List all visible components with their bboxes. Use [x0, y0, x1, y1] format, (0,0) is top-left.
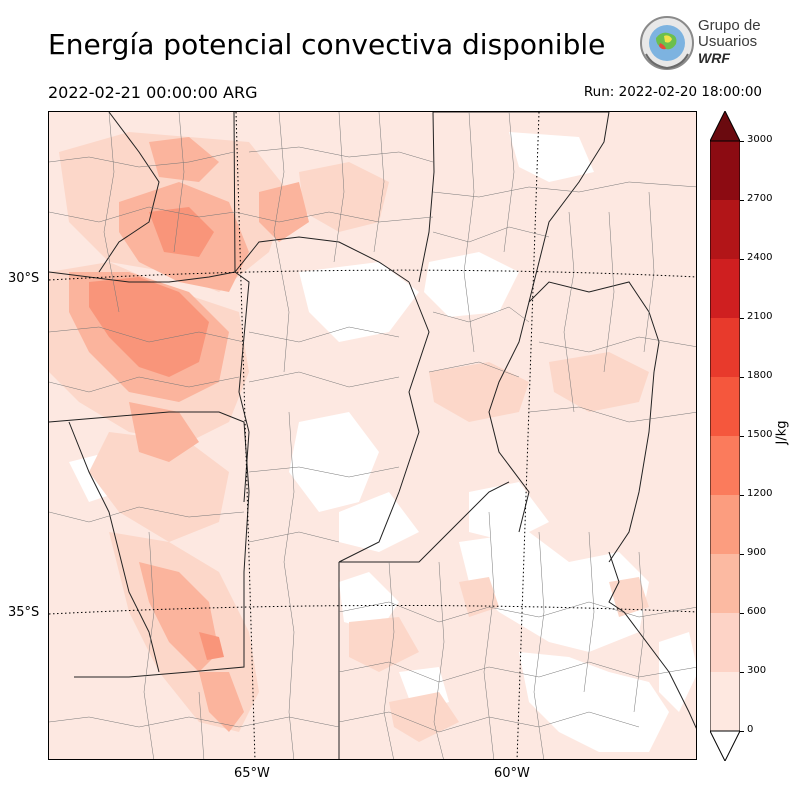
logo-line-1: Grupo de — [698, 17, 761, 34]
logo-line-2: Usuarios — [698, 33, 758, 50]
parallel-30s — [49, 269, 696, 281]
colorbar-tick-mark — [740, 731, 744, 732]
valid-time: 2022-02-21 00:00:00 ARG — [48, 83, 258, 102]
colorbar-tick-label: 300 — [747, 665, 767, 676]
meridian-65w — [235, 112, 256, 759]
colorbar-lower-arrow — [710, 730, 740, 761]
colorbar-segment — [710, 200, 740, 259]
colorbar-upper-arrow — [710, 111, 740, 142]
cape-map — [49, 112, 696, 759]
colorbar-tick-label: 900 — [747, 547, 767, 558]
colorbar-tick-label: 600 — [747, 606, 767, 617]
colorbar-tick-label: 1500 — [747, 429, 773, 440]
lat-label-35s: 35°S — [8, 605, 40, 620]
chart-title: Energía potencial convectiva disponible — [48, 28, 606, 61]
colorbar-segment — [710, 436, 740, 495]
graticule — [49, 112, 696, 759]
colorbar-tick-label: 2100 — [747, 311, 773, 322]
colorbar-segment — [710, 613, 740, 672]
parallel-35s — [49, 604, 696, 615]
grupo-usuarios-wrf-logo: Grupo de Usuarios WRF — [638, 14, 762, 76]
colorbar-tick-mark — [740, 613, 744, 614]
colorbar-tick-label: 2400 — [747, 252, 773, 263]
map-panel — [48, 111, 697, 760]
colorbar — [710, 111, 740, 761]
colorbar-tick-label: 2700 — [747, 193, 773, 204]
colorbar-tick-label: 1200 — [747, 488, 773, 499]
colorbar-tick-mark — [740, 259, 744, 260]
colorbar-tick-mark — [740, 318, 744, 319]
lon-label-65w: 65°W — [234, 766, 270, 781]
colorbar-segment — [710, 318, 740, 377]
colorbar-segment — [710, 377, 740, 436]
colorbar-tick-label: 3000 — [747, 134, 773, 145]
colorbar-tick-mark — [740, 200, 744, 201]
colorbar-tick-mark — [740, 377, 744, 378]
colorbar-tick-mark — [740, 141, 744, 142]
meridian-60w — [516, 112, 540, 759]
colorbar-tick-mark — [740, 554, 744, 555]
logo-line-3: WRF — [698, 50, 730, 66]
colorbar-unit-label: J/kg — [774, 420, 790, 445]
colorbar-segment — [710, 259, 740, 318]
wrf-globe-icon — [640, 16, 694, 70]
colorbar-outline — [710, 140, 740, 732]
lat-label-30s: 30°S — [8, 271, 40, 286]
strong-areas — [89, 207, 224, 660]
lon-label-60w: 60°W — [494, 766, 530, 781]
colorbar-tick-mark — [740, 495, 744, 496]
colorbar-segment — [710, 672, 740, 731]
province-boundaries — [49, 112, 660, 759]
colorbar-segment — [710, 495, 740, 554]
colorbar-tick-mark — [740, 672, 744, 673]
colorbar-tick-label: 0 — [747, 724, 754, 735]
coastline — [608, 551, 696, 729]
colorbar-segment — [710, 554, 740, 613]
colorbar-tick-label: 1800 — [747, 370, 773, 381]
run-time: Run: 2022-02-20 18:00:00 — [583, 84, 762, 100]
colorbar-segment — [710, 141, 740, 200]
colorbar-tick-mark — [740, 436, 744, 437]
